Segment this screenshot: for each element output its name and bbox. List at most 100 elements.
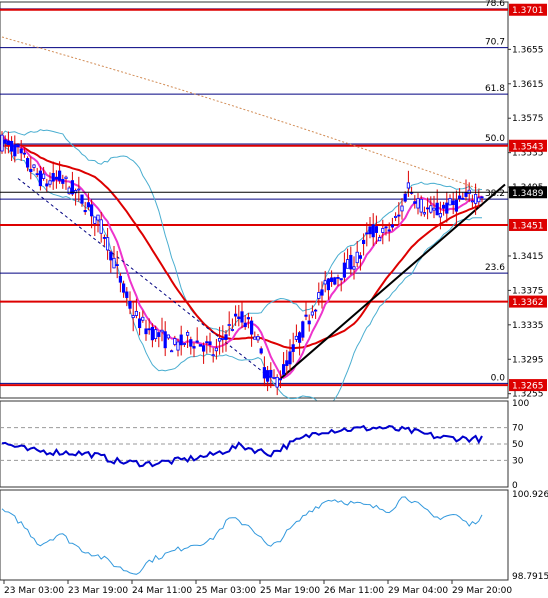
candle-body	[320, 289, 324, 296]
candle-body	[377, 237, 382, 242]
candle-body	[259, 348, 263, 354]
candle-body	[141, 316, 145, 321]
candle-body	[16, 144, 20, 148]
candle-body	[51, 173, 55, 182]
candle-body	[214, 347, 218, 352]
candle-body	[224, 334, 228, 340]
candle-body	[365, 232, 369, 235]
candle-body	[45, 183, 49, 187]
candle-body	[106, 237, 110, 251]
fib-level-label: 23.6	[485, 263, 505, 273]
candle-body	[237, 316, 241, 319]
candle-body	[438, 213, 443, 218]
price-panel: 78.670.761.850.038.223.60.0 1.36551.3615…	[0, 0, 547, 410]
candle-body	[230, 329, 234, 331]
candle-body	[74, 190, 78, 194]
candle-body	[480, 196, 484, 199]
candle-body	[147, 328, 151, 331]
price-tick-label: 1.3575	[512, 114, 544, 124]
oscillator-tick-label: 0	[512, 481, 518, 491]
candle-body	[182, 343, 186, 345]
candle-body	[333, 277, 337, 285]
candle-body	[278, 378, 283, 381]
candle-body	[352, 266, 356, 270]
candle-body	[93, 216, 97, 224]
oscillator-tick-label: 100	[512, 399, 529, 409]
candle-body	[134, 310, 138, 316]
price-tick-label: 1.3535	[512, 149, 544, 159]
price-panel-frame	[0, 1, 509, 399]
candle-body	[192, 346, 196, 349]
candle-body	[35, 173, 39, 176]
candle-body	[275, 376, 279, 388]
candle-body	[368, 226, 372, 235]
candle-body	[109, 251, 113, 261]
candle-body	[160, 329, 164, 333]
lower-indicator-line	[1, 496, 483, 575]
candle-body	[137, 318, 142, 329]
candle-body	[371, 224, 375, 238]
price-axis: 1.36551.36151.35751.35351.34951.34151.33…	[0, 3, 547, 400]
candle-body	[246, 317, 250, 320]
candle-body	[211, 354, 215, 357]
candle-body	[441, 204, 446, 209]
candle-body	[390, 224, 395, 228]
candle-body	[169, 350, 174, 353]
candle-body	[339, 278, 343, 281]
price-tick-label: 1.3655	[512, 45, 544, 55]
price-tick-label: 1.3295	[512, 355, 544, 365]
candle-body	[48, 180, 52, 185]
candle-body	[102, 237, 106, 239]
candle-body	[176, 341, 180, 351]
time-tick-label: 29 Mar 04:00	[388, 586, 448, 596]
candle-body	[54, 176, 59, 180]
candle-body	[406, 182, 411, 189]
candle-body	[310, 311, 315, 316]
candle-body	[198, 344, 202, 347]
lower-indicator-axis: 100.9262 98.7915	[512, 490, 548, 582]
current-price-tag-label: 1.3489	[512, 189, 544, 199]
time-tick-label: 25 Mar 03:00	[196, 586, 256, 596]
candle-body	[419, 198, 423, 213]
candle-body	[387, 229, 391, 232]
candle-body	[451, 200, 455, 205]
candle-body	[413, 201, 417, 204]
price-tick-label: 1.3375	[512, 286, 544, 296]
candle-body	[64, 176, 68, 179]
candle-body	[157, 332, 161, 337]
candle-body	[122, 283, 126, 293]
candle-body	[429, 205, 433, 213]
candle-body	[329, 277, 334, 282]
lower-indicator-frame	[0, 489, 509, 581]
candle-body	[262, 367, 267, 379]
candle-body	[253, 336, 257, 340]
candle-body	[25, 158, 30, 168]
candle-body	[461, 197, 465, 200]
candle-body	[185, 331, 190, 336]
candle-body	[464, 192, 468, 197]
candle-body	[317, 292, 321, 299]
support-resistance-levels	[0, 8, 508, 387]
candle-body	[374, 226, 379, 233]
candle-body	[0, 134, 4, 152]
candle-body	[83, 209, 87, 213]
oscillator-reference-levels	[0, 427, 508, 461]
fib-level-label: 61.8	[485, 84, 505, 94]
current-price-tag	[509, 186, 547, 199]
fib-level-label: 70.7	[485, 38, 505, 48]
time-tick-label: 23 Mar 19:00	[68, 586, 128, 596]
candle-body	[163, 331, 167, 349]
candle-body	[70, 180, 74, 195]
price-tick-label: 1.3415	[512, 252, 544, 262]
price-level-tag-label: 1.3265	[512, 382, 544, 392]
candle-body	[205, 341, 209, 344]
candle-body	[38, 170, 43, 187]
candle-body	[400, 205, 404, 212]
candle-body	[355, 251, 359, 264]
candle-body	[128, 301, 132, 309]
candle-body	[99, 219, 103, 234]
candle-body	[307, 320, 311, 325]
lower-indicator-panel: 100.9262 98.7915	[0, 489, 548, 582]
candle-body	[470, 200, 475, 203]
candle-body	[29, 168, 33, 173]
